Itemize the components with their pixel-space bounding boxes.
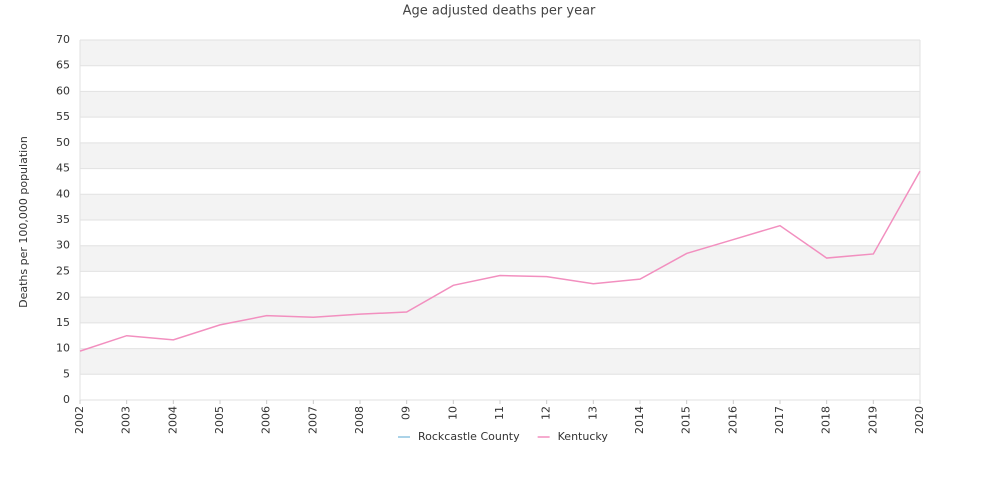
legend-label: Kentucky: [558, 430, 609, 443]
grid-band: [80, 297, 920, 323]
x-tick-label: 2015: [680, 406, 693, 434]
x-tick-label: 2016: [726, 406, 739, 434]
x-tick-label: 2018: [820, 406, 833, 434]
y-tick-label: 35: [56, 213, 70, 226]
x-tick-label: 12: [540, 406, 553, 420]
y-tick-label: 65: [56, 59, 70, 72]
x-tick-label: 09: [400, 406, 413, 420]
x-tick-label: 2019: [866, 406, 879, 434]
x-tick-label: 2020: [913, 406, 926, 434]
y-tick-label: 5: [63, 367, 70, 380]
x-tick-label: 2002: [73, 406, 86, 434]
grid-band: [80, 91, 920, 118]
grid-band: [80, 40, 920, 66]
grid-band: [80, 245, 920, 272]
x-tick-label: 2017: [773, 406, 786, 434]
y-tick-label: 70: [56, 33, 70, 46]
y-axis-label: Deaths per 100,000 population: [17, 136, 30, 308]
y-tick-label: 20: [56, 290, 70, 303]
x-tick-label: 2007: [306, 406, 319, 434]
legend-label: Rockcastle County: [418, 430, 520, 443]
x-tick-label: 2008: [353, 406, 366, 434]
y-tick-label: 50: [56, 136, 70, 149]
grid-band: [80, 348, 920, 375]
x-tick-label: 13: [586, 406, 599, 420]
y-tick-label: 30: [56, 239, 70, 252]
x-tick-label: 2004: [166, 406, 179, 434]
y-tick-label: 60: [56, 84, 70, 97]
y-tick-label: 15: [56, 316, 70, 329]
y-tick-label: 0: [63, 393, 70, 406]
y-tick-label: 10: [56, 342, 70, 355]
y-tick-label: 40: [56, 187, 70, 200]
x-tick-label: 10: [446, 406, 459, 420]
x-tick-label: 2003: [120, 406, 133, 434]
x-tick-label: 11: [493, 406, 506, 420]
x-tick-label: 2005: [213, 406, 226, 434]
x-tick-label: 2014: [633, 406, 646, 434]
series-line: [79, 170, 921, 352]
x-tick-label: 2006: [260, 406, 273, 434]
chart-title: Age adjusted deaths per year: [403, 4, 596, 19]
grid-band: [80, 194, 920, 220]
y-tick-label: 45: [56, 162, 70, 175]
y-tick-label: 55: [56, 110, 70, 123]
y-tick-label: 25: [56, 264, 70, 277]
grid-band: [80, 142, 920, 169]
